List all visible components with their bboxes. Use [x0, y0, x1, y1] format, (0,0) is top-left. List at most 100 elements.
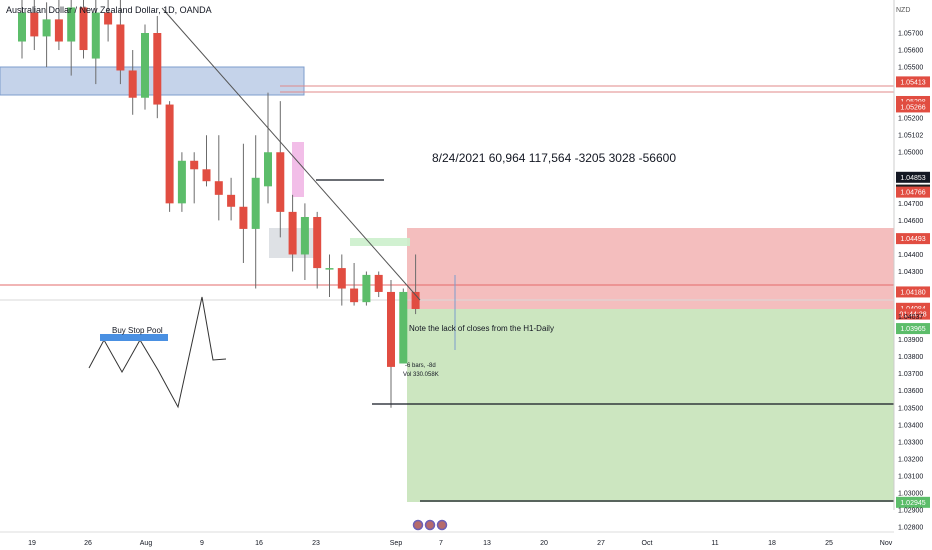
- candle-body: [18, 12, 26, 42]
- candle-body: [276, 152, 285, 212]
- time-tick-label: 26: [84, 540, 92, 547]
- price-tick-label: 1.05200: [898, 116, 923, 123]
- candle-body: [153, 33, 162, 105]
- candle-body: [165, 104, 174, 204]
- candle-body: [313, 216, 322, 269]
- price-tick-label: 1.03700: [898, 371, 923, 378]
- price-tag-label: 1.05413: [900, 79, 925, 86]
- price-tick-label: 1.03900: [898, 337, 923, 344]
- event-flag-icon: [412, 519, 424, 531]
- small-green-box: [350, 238, 410, 246]
- chart-drawings: [88, 7, 456, 409]
- candle-body: [239, 206, 248, 229]
- symbol-title[interactable]: Australian Dollar / New Zealand Dollar, …: [6, 5, 212, 15]
- price-tag-label: 01:44:28: [899, 312, 926, 319]
- candle-body: [116, 24, 125, 71]
- price-tag-bg: [896, 171, 930, 183]
- time-tick-label: Sep: [390, 540, 403, 547]
- candle-body: [177, 160, 186, 204]
- event-flag-icon: [424, 519, 436, 531]
- price-tick-label: 1.03300: [898, 439, 923, 446]
- price-tick-label: 1.03400: [898, 422, 923, 429]
- candle-body: [30, 12, 39, 37]
- price-tag-label: 1.02945: [900, 500, 925, 507]
- price-tag-bg: [896, 323, 930, 335]
- price-tag-bg: [896, 101, 930, 113]
- price-tick-label: 1.02900: [898, 507, 923, 514]
- price-tag-bg: [896, 186, 930, 198]
- candle-body: [227, 194, 236, 207]
- take-profit-zone: [407, 309, 894, 502]
- candle-body: [325, 268, 334, 270]
- price-tick-label: 1.04600: [898, 218, 923, 225]
- time-tick-label: Nov: [880, 540, 893, 547]
- candle-body: [54, 19, 63, 42]
- price-tag-label: 1.03965: [900, 326, 925, 333]
- price-tag-label: 1.04180: [900, 289, 925, 296]
- price-tag-bg: [896, 76, 930, 88]
- time-tick-label: 19: [28, 540, 36, 547]
- candle-body: [411, 291, 420, 309]
- candle-body: [67, 7, 76, 42]
- zigzag-drawing: [88, 296, 227, 409]
- buy-stop-pool-marker: [100, 334, 168, 341]
- price-tick-label: 1.03500: [898, 405, 923, 412]
- price-tick-label: 1.04400: [898, 252, 923, 259]
- stop-loss-zone: [407, 228, 894, 309]
- candle-body: [79, 7, 88, 51]
- price-tick-label: 1.05102: [898, 132, 923, 139]
- event-flag-icon: [436, 519, 448, 531]
- price-tick-label: 1.04037: [898, 314, 923, 321]
- price-tick-label: 1.02800: [898, 525, 923, 532]
- price-tick-label: 1.03200: [898, 456, 923, 463]
- time-tick-label: 9: [200, 540, 204, 547]
- price-tick-label: 1.05700: [898, 31, 923, 38]
- candle-body: [214, 181, 223, 195]
- candle-body: [362, 274, 371, 303]
- price-tag-bg: [896, 233, 930, 245]
- price-tag-label: 1.05266: [900, 104, 925, 111]
- time-tick-label: 13: [483, 540, 491, 547]
- time-tick-label: 20: [540, 540, 548, 547]
- candle-body: [128, 70, 137, 98]
- price-tick-label: 1.05600: [898, 48, 923, 55]
- price-tag-label: 1.04853: [900, 175, 925, 182]
- time-tick-label: 25: [825, 540, 833, 547]
- price-tick-label: 1.05500: [898, 65, 923, 72]
- time-tick-label: 27: [597, 540, 605, 547]
- price-tag-bg: [896, 302, 930, 314]
- candle-body: [288, 211, 297, 255]
- candle-body: [91, 12, 100, 59]
- time-tick-label: Oct: [642, 540, 653, 547]
- buy-stop-pool-label[interactable]: Buy Stop Pool: [112, 326, 163, 335]
- time-tick-label: 23: [312, 540, 320, 547]
- price-tick-label: 1.04300: [898, 269, 923, 276]
- candle-body: [350, 288, 359, 303]
- price-tag-label: 1.04493: [900, 236, 925, 243]
- price-tick-label: 1.05000: [898, 150, 923, 157]
- pink-box: [292, 142, 304, 197]
- price-tick-label: 1.03600: [898, 388, 923, 395]
- candle-body: [190, 160, 199, 170]
- candle-body: [374, 274, 383, 292]
- price-tag-bg: [896, 308, 930, 320]
- price-tag-label: 1.04766: [900, 190, 925, 197]
- price-tick-label: 1.03000: [898, 490, 923, 497]
- candle-body: [141, 33, 149, 98]
- price-tag-bg: [896, 496, 930, 508]
- candle-body: [42, 19, 51, 37]
- candle-body: [300, 216, 309, 255]
- cot-note[interactable]: 8/24/2021 60,964 117,564 -3205 3028 -566…: [432, 151, 676, 165]
- candle-body: [251, 177, 260, 229]
- candle-body: [387, 291, 395, 367]
- price-tick-label: 1.04700: [898, 201, 923, 208]
- supply-zone: [0, 66, 305, 96]
- measure-bars-label: -6 bars, -8d: [405, 363, 436, 369]
- closes-note[interactable]: Note the lack of closes from the H1-Dail…: [409, 324, 554, 333]
- chart-grid: [0, 85, 894, 502]
- candle-body: [104, 12, 113, 25]
- price-tick-label: 1.03100: [898, 473, 923, 480]
- price-tick-label: 1.03800: [898, 354, 923, 361]
